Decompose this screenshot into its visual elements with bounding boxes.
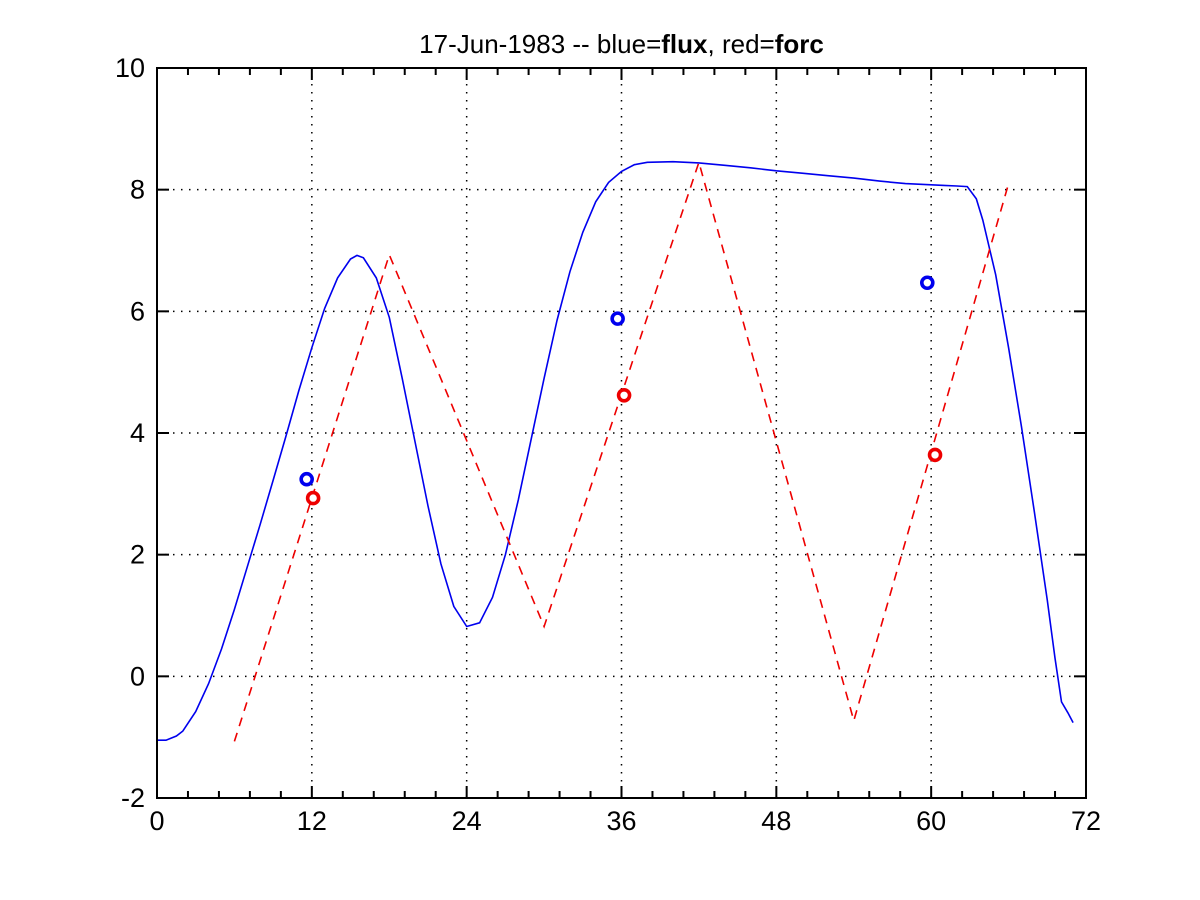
flux-line (157, 160, 1074, 741)
x-tick-label: 12 (297, 806, 327, 836)
flux-obs-marker (919, 275, 935, 291)
x-tick-label: 72 (1071, 806, 1101, 836)
x-tick-label: 60 (916, 806, 946, 836)
y-tick-label: 10 (115, 53, 145, 83)
forc-obs-marker (927, 447, 943, 463)
y-tick-label: 0 (130, 661, 145, 691)
y-tick-label: 8 (130, 175, 145, 205)
x-tick-label: 48 (761, 806, 791, 836)
y-tick-label: 2 (130, 540, 145, 570)
x-tick-label: 36 (606, 806, 636, 836)
y-tick-label: -2 (121, 783, 145, 813)
x-tick-label: 24 (452, 806, 482, 836)
x-tick-label: 0 (149, 806, 164, 836)
flux-obs-marker (299, 471, 314, 487)
forc-line (233, 159, 1010, 742)
title-separator: , red= (707, 29, 775, 59)
y-tick-label: 6 (130, 296, 145, 326)
title-flux-label: flux (661, 29, 708, 59)
title-forc-label: forc (774, 29, 824, 59)
flux-obs-marker (610, 311, 625, 326)
chart-title: 17-Jun-1983 -- blue=flux, red=forc (157, 29, 1086, 60)
title-text: 17-Jun-1983 -- blue= (419, 29, 662, 59)
forc-obs-marker (305, 490, 321, 506)
forc-obs-marker (616, 387, 632, 403)
y-tick-label: 4 (130, 418, 145, 448)
